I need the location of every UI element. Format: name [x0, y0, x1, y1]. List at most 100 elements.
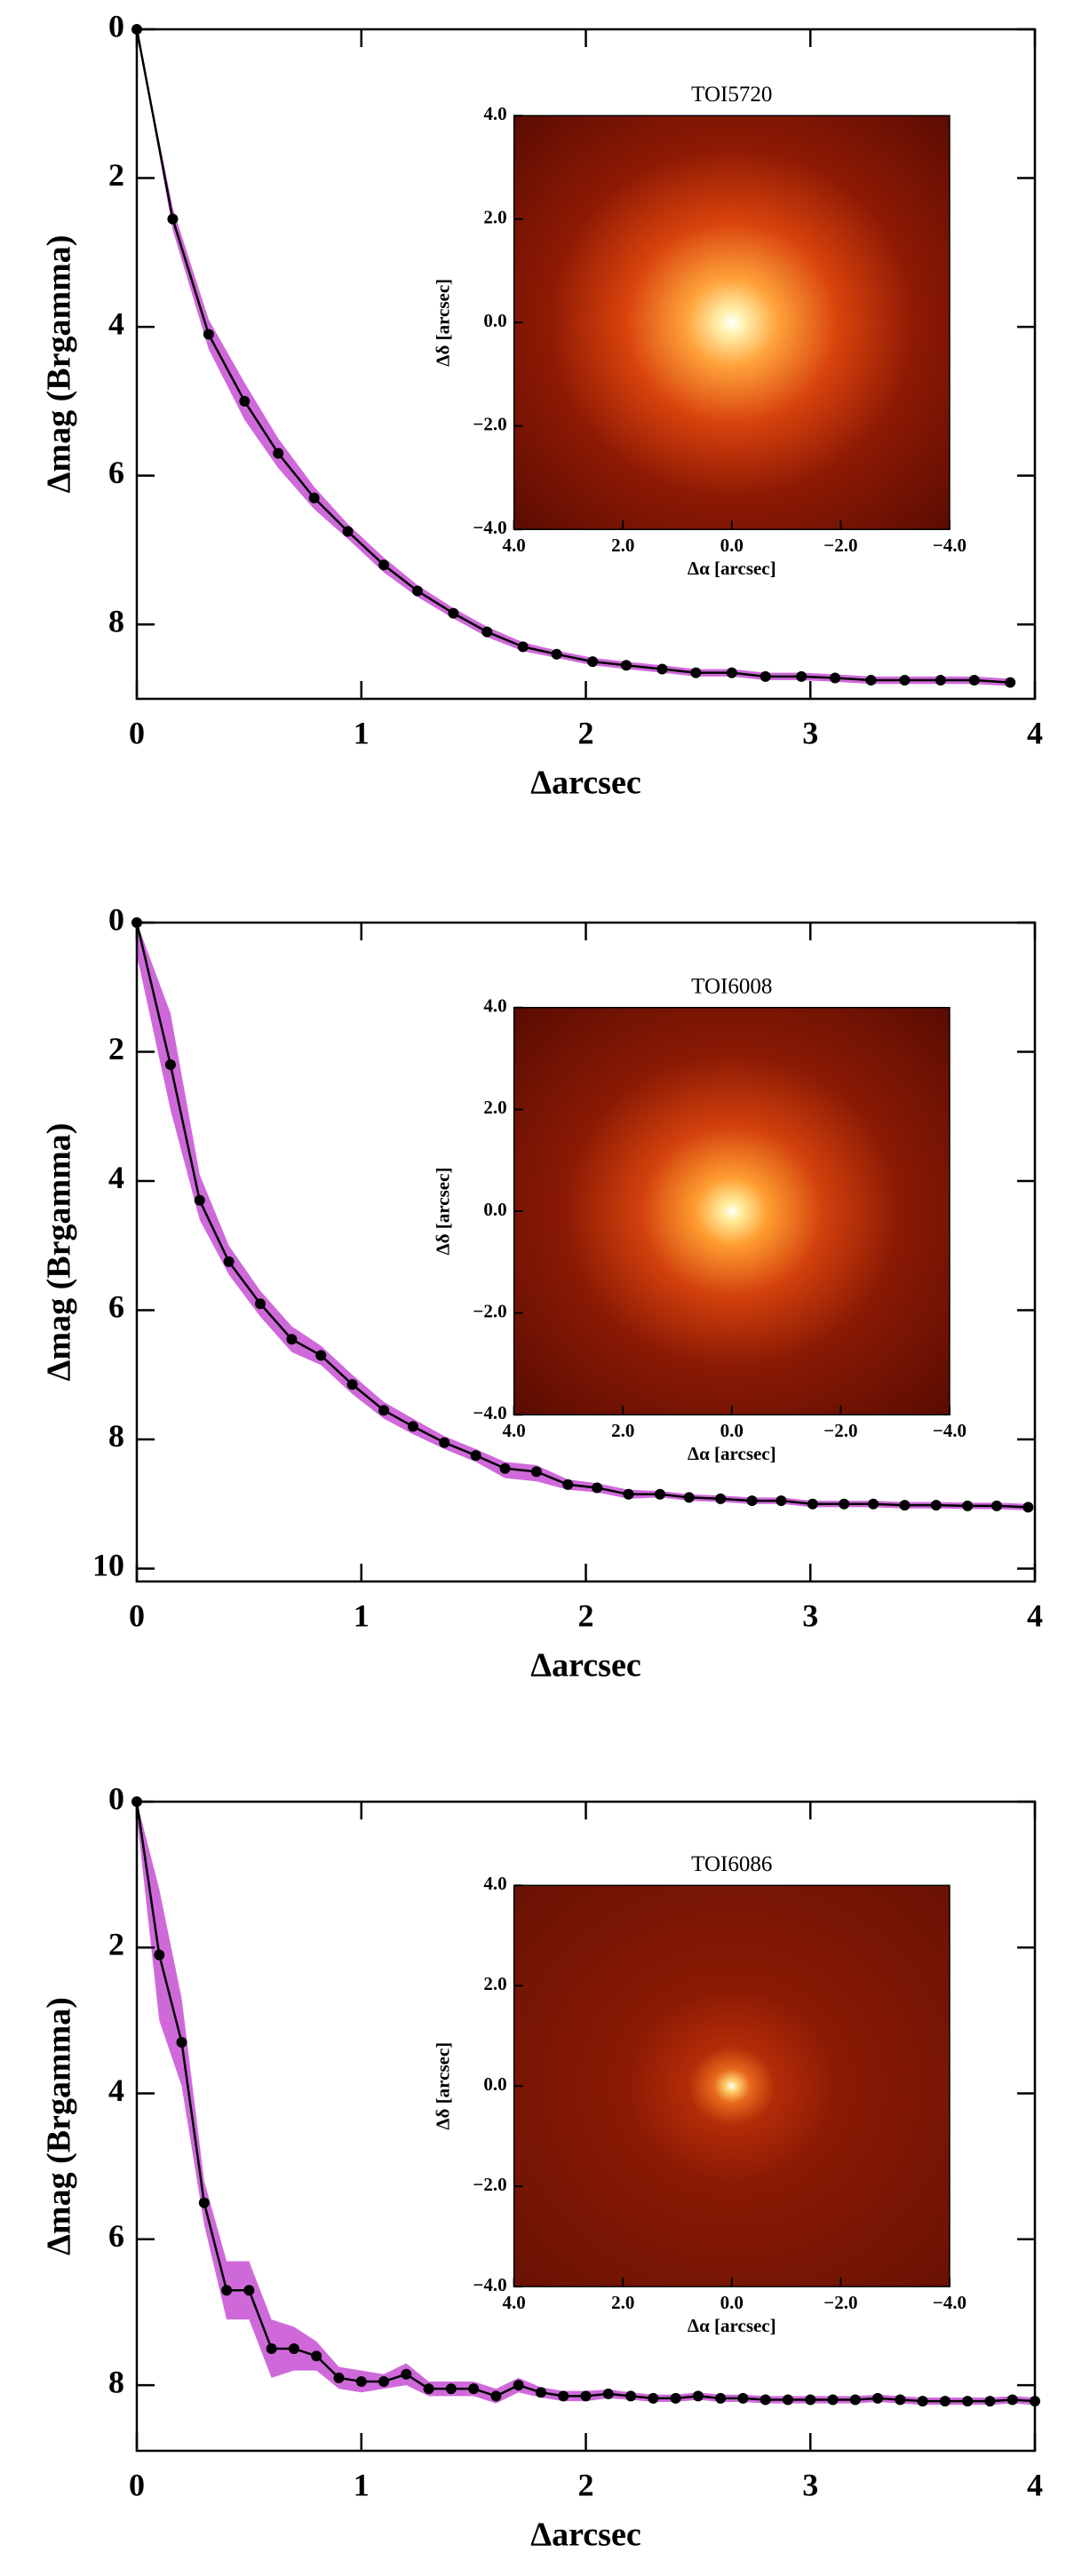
x-axis-label: Δarcsec: [530, 2517, 640, 2554]
inset-x-tick-label: −4.0: [933, 2292, 967, 2313]
inset-y-tick-label: 4.0: [483, 103, 506, 124]
inset-y-tick-label: 2.0: [483, 1097, 506, 1118]
y-tick-label: 6: [108, 1289, 124, 1325]
inset-y-tick-label: 2.0: [483, 1973, 506, 1994]
data-point: [592, 1482, 603, 1494]
y-tick-label: 4: [108, 1160, 124, 1195]
data-point: [223, 1256, 235, 1267]
data-point: [654, 1488, 665, 1500]
inset-y-tick-label: 0.0: [483, 1199, 506, 1220]
data-point: [796, 670, 807, 682]
data-point: [623, 1488, 634, 1500]
inset-y-label: Δδ [arcsec]: [432, 2042, 453, 2130]
data-point: [868, 1498, 879, 1510]
y-tick-label: 10: [92, 1548, 124, 1583]
data-point: [411, 585, 423, 597]
x-tick-label: 4: [1027, 1597, 1043, 1633]
data-point: [517, 641, 529, 653]
data-point: [308, 492, 320, 503]
inset-y-tick-label: 0.0: [483, 2073, 506, 2095]
inset-y-tick-label: −2.0: [473, 414, 506, 435]
data-point: [342, 526, 354, 537]
data-point: [423, 2383, 434, 2395]
data-point: [872, 2392, 884, 2404]
data-point: [991, 1500, 1003, 1511]
inset-x-label: Δα [arcsec]: [688, 558, 776, 579]
data-point: [899, 1500, 911, 1511]
data-point: [984, 2396, 996, 2407]
data-point: [198, 2197, 210, 2208]
inset-x-tick-label: 2.0: [611, 1420, 634, 1441]
data-point: [690, 667, 702, 678]
inset-x-tick-label: −2.0: [823, 2292, 857, 2313]
data-point: [255, 1298, 266, 1310]
x-tick-label: 2: [578, 1597, 594, 1633]
inset-y-tick-label: 2.0: [483, 207, 506, 228]
y-tick-label: 0: [108, 8, 124, 44]
y-axis-label: Δmag (Brgamma): [41, 235, 78, 494]
inset-y-tick-label: −4.0: [473, 517, 506, 538]
data-point: [167, 213, 179, 225]
inset-x-tick-label: 4.0: [502, 1420, 525, 1441]
data-point: [513, 2380, 524, 2391]
data-point: [746, 1495, 758, 1507]
psf-image: [513, 1884, 951, 2287]
x-tick-label: 4: [1027, 2467, 1043, 2502]
data-point: [715, 2392, 727, 2404]
x-tick-label: 1: [354, 1597, 370, 1633]
data-point: [530, 1466, 542, 1478]
data-point: [602, 2388, 614, 2399]
x-tick-label: 4: [1027, 715, 1043, 750]
x-tick-label: 3: [802, 1597, 818, 1633]
data-point: [266, 2343, 277, 2355]
data-point: [288, 2343, 299, 2355]
data-point: [273, 448, 284, 459]
data-point: [737, 2392, 749, 2404]
y-tick-label: 2: [108, 1031, 124, 1066]
inset-x-tick-label: 2.0: [611, 535, 634, 556]
data-point: [839, 1498, 850, 1510]
y-tick-label: 0: [108, 901, 124, 937]
data-point: [930, 1500, 942, 1511]
y-tick-label: 8: [108, 2364, 124, 2399]
data-point: [760, 670, 771, 682]
data-point: [935, 675, 946, 686]
data-point: [239, 395, 251, 407]
data-point: [164, 1059, 176, 1071]
data-point: [407, 1421, 418, 1432]
data-point: [378, 559, 390, 571]
data-point: [445, 2383, 457, 2395]
data-point: [580, 2390, 592, 2402]
data-point: [194, 1194, 205, 1206]
x-tick-label: 2: [578, 715, 594, 750]
data-point: [311, 2350, 322, 2362]
y-tick-label: 4: [108, 305, 124, 341]
data-point: [221, 2285, 233, 2296]
data-point: [551, 648, 562, 660]
data-point: [448, 607, 459, 619]
y-tick-label: 6: [108, 2218, 124, 2254]
data-point: [726, 667, 737, 678]
inset-y-tick-label: 4.0: [483, 995, 506, 1017]
inset-y-tick-label: −4.0: [473, 1402, 506, 1423]
x-tick-label: 1: [354, 2467, 370, 2502]
inset-x-tick-label: 0.0: [720, 535, 744, 556]
x-tick-label: 1: [354, 715, 370, 750]
data-point: [1005, 677, 1016, 688]
data-point: [1006, 2394, 1018, 2406]
data-point: [203, 329, 214, 340]
contrast-line: [137, 29, 1011, 684]
y-tick-label: 8: [108, 603, 124, 638]
psf-image: [513, 115, 951, 530]
y-axis-label: Δmag (Brgamma): [41, 1123, 78, 1382]
data-point: [378, 1405, 390, 1416]
data-point: [776, 1495, 787, 1507]
data-point: [562, 1478, 574, 1490]
data-point: [333, 2372, 345, 2383]
inset-x-label: Δα [arcsec]: [688, 2315, 776, 2336]
data-point: [346, 1379, 358, 1391]
data-point: [782, 2394, 793, 2406]
data-point: [499, 1462, 511, 1474]
data-point: [692, 2390, 704, 2402]
data-point: [865, 675, 877, 686]
